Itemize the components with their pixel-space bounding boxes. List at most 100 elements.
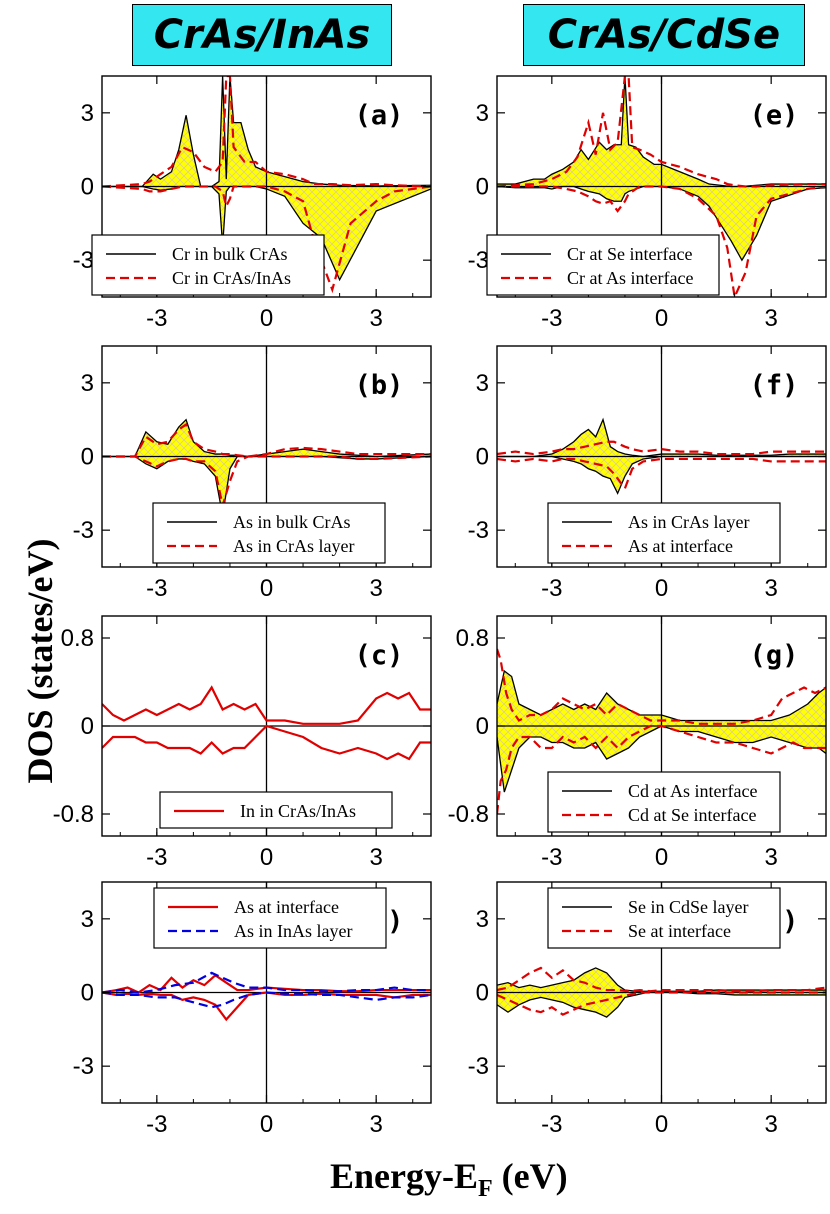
x-tick-label: -3 [146, 1111, 167, 1138]
y-tick-label: 0.8 [456, 625, 489, 652]
legend-box [152, 502, 386, 564]
legend: Cr at Se interface Cr at As interface [486, 234, 720, 296]
series-up-d-0 [102, 973, 431, 994]
dos-fill-down-a [102, 186, 431, 280]
y-tick-label: -3 [73, 1053, 94, 1080]
series-up-f-1 [497, 440, 826, 456]
x-tick-label: 0 [260, 1111, 273, 1138]
x-tick-label: 0 [260, 305, 273, 332]
x-tick-label: 3 [369, 305, 382, 332]
series-up-c-0 [102, 685, 431, 725]
dos-fill-up-b [102, 419, 431, 457]
x-tick-label: -3 [541, 844, 562, 871]
y-tick-label: 3 [81, 906, 94, 933]
x-tick-label: 0 [655, 1111, 668, 1138]
x-tick-label: -3 [146, 844, 167, 871]
y-tick-label: 3 [81, 100, 94, 127]
dos-fill-up-g [497, 671, 826, 726]
series-down-a-1 [102, 185, 431, 294]
panel-b: -3 0 3 -3 0 3 (b) As in bulk CrAs As in CrAs lay… [73, 345, 432, 602]
y-tick-label: -3 [73, 247, 94, 274]
legend: Se in CdSe layer Se at interface [547, 887, 781, 949]
x-tick-label: 3 [369, 575, 382, 602]
column-title-left: CrAs/InAs [132, 4, 392, 66]
dos-fill-down-h [497, 992, 826, 1018]
legend-box [547, 502, 781, 564]
x-tick-label: 3 [764, 1111, 777, 1138]
series-down-g-0 [497, 725, 826, 793]
legend-box [153, 887, 387, 949]
legend-box [91, 234, 325, 296]
series-up-h-1 [497, 966, 826, 993]
series-up-e-1 [497, 76, 826, 188]
legend: As in bulk CrAs As in CrAs layer [152, 502, 386, 564]
y-tick-label: -0.8 [448, 801, 489, 828]
x-tick-label: -3 [146, 575, 167, 602]
y-tick-label: -3 [468, 247, 489, 274]
series-up-d-1 [102, 971, 431, 994]
x-tick-label: 0 [260, 844, 273, 871]
y-tick-label: 3 [81, 370, 94, 397]
dos-fill-up-h [497, 967, 826, 993]
x-tick-label: 0 [260, 575, 273, 602]
y-tick-label: 0 [476, 980, 489, 1007]
x-tick-label: 3 [764, 305, 777, 332]
legend: As at interface As in InAs layer [153, 887, 387, 949]
legend-entry-label: As in bulk CrAs [233, 512, 351, 532]
x-tick-label: 0 [655, 844, 668, 871]
y-tick-label: 0 [81, 444, 94, 471]
series-down-h-0 [497, 991, 826, 1018]
legend-box [547, 771, 781, 833]
series-down-d-1 [102, 991, 431, 1009]
x-tick-label: 3 [369, 844, 382, 871]
series-up-a-0 [102, 76, 431, 188]
panel-f: -3 0 3 -3 0 3 (f) As in CrAs layer As at interfa… [468, 345, 827, 602]
panel-label: (e) [750, 100, 799, 131]
series-up-e-0 [497, 76, 826, 188]
panel-label: (f) [750, 370, 799, 401]
x-tick-label: 3 [764, 844, 777, 871]
series-down-c-0 [102, 724, 431, 761]
legend-entry-label: As in CrAs layer [233, 536, 354, 556]
y-tick-label: -3 [468, 517, 489, 544]
series-up-f-0 [497, 417, 826, 458]
x-axis-label: Energy-EF (eV) [330, 1155, 568, 1203]
x-tick-label: 3 [369, 1111, 382, 1138]
panel-c: -3 0 3 -0.8 0 0.8 (c) In in CrAs/InAs [53, 615, 432, 871]
x-axis-label-unit: (eV) [492, 1156, 568, 1196]
panel-label: (b) [355, 370, 404, 401]
x-tick-label: -3 [146, 305, 167, 332]
dos-fill-up-e [497, 76, 826, 187]
y-tick-label: 0.8 [61, 625, 94, 652]
dos-fill-up-f [497, 419, 826, 457]
legend-box [547, 887, 781, 949]
panel-a: -3 0 3 -3 0 3 (a) Cr in bulk CrAs Cr in CrAs/InA… [73, 75, 432, 332]
series-down-f-1 [497, 457, 826, 491]
legend-entry-label: As at interface [234, 897, 339, 917]
y-tick-label: -3 [468, 1053, 489, 1080]
x-tick-label: -3 [541, 1111, 562, 1138]
dos-fill-down-e [497, 186, 826, 261]
x-tick-label: -3 [541, 305, 562, 332]
y-tick-label: -0.8 [53, 801, 94, 828]
y-tick-label: 0 [476, 444, 489, 471]
legend: Cd at As interface Cd at Se interface [547, 771, 781, 833]
x-tick-label: 0 [655, 305, 668, 332]
x-tick-label: 0 [655, 575, 668, 602]
y-tick-label: 0 [476, 174, 489, 201]
series-down-h-1 [497, 991, 826, 1016]
series-down-b-1 [102, 455, 431, 506]
series-up-g-0 [497, 669, 826, 722]
y-tick-label: 0 [476, 713, 489, 740]
legend-box [486, 234, 720, 296]
x-tick-label: -3 [541, 575, 562, 602]
legend: In in CrAs/InAs [159, 791, 393, 829]
x-axis-label-main: Energy-E [330, 1156, 478, 1196]
series-down-e-1 [497, 185, 826, 297]
legend-entry-label: Cr at Se interface [567, 244, 692, 264]
y-tick-label: 3 [476, 370, 489, 397]
legend-entry-label: In in CrAs/InAs [240, 801, 356, 821]
series-down-d-0 [102, 991, 431, 1022]
legend-entry-label: As in InAs layer [234, 921, 352, 941]
